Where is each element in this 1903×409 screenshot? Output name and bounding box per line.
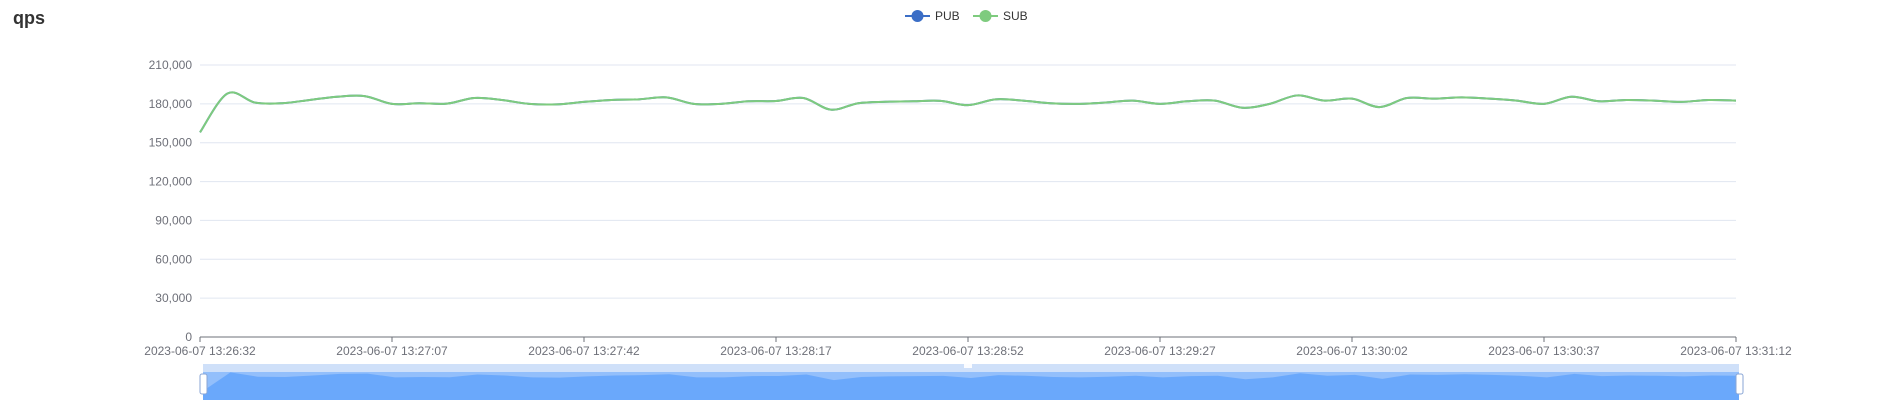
y-axis: 0 30,000 60,000 90,000 120,000 150,000 180,000… bbox=[149, 58, 193, 344]
x-tick-label: 2023-06-07 13:30:02 bbox=[1296, 344, 1408, 358]
y-tick-label: 210,000 bbox=[149, 58, 193, 72]
series-line-pub bbox=[199, 91, 1737, 133]
legend-item-sub[interactable]: SUB bbox=[973, 9, 1028, 23]
y-tick-label: 120,000 bbox=[149, 175, 193, 189]
y-tick-label: 90,000 bbox=[155, 213, 192, 227]
panel-title: qps bbox=[13, 8, 46, 28]
y-tick-label: 180,000 bbox=[149, 97, 193, 111]
x-tick-label: 2023-06-07 13:29:27 bbox=[1104, 344, 1216, 358]
x-tick-label: 2023-06-07 13:27:07 bbox=[336, 344, 448, 358]
zoom-handle-right[interactable] bbox=[1735, 373, 1744, 395]
legend-label: SUB bbox=[1003, 9, 1028, 23]
zoom-handle-left[interactable] bbox=[199, 373, 208, 395]
y-tick-label: 0 bbox=[185, 330, 192, 344]
x-tick-label: 2023-06-07 13:26:32 bbox=[144, 344, 256, 358]
legend-label: PUB bbox=[935, 9, 960, 23]
series-layer bbox=[199, 91, 1737, 133]
x-tick-label: 2023-06-07 13:31:12 bbox=[1680, 344, 1792, 358]
x-tick-label: 2023-06-07 13:27:42 bbox=[528, 344, 640, 358]
legend-marker bbox=[911, 10, 924, 22]
y-tick-label: 30,000 bbox=[155, 291, 192, 305]
y-tick-label: 150,000 bbox=[149, 136, 193, 150]
series-line-sub bbox=[199, 91, 1737, 133]
data-zoom-slider[interactable] bbox=[199, 364, 1744, 400]
legend-item-pub[interactable]: PUB bbox=[905, 9, 960, 23]
grid-layer bbox=[200, 64, 1736, 299]
legend-marker bbox=[979, 10, 992, 22]
x-tick-label: 2023-06-07 13:28:52 bbox=[912, 344, 1024, 358]
x-axis: 2023-06-07 13:26:32 2023-06-07 13:27:07 20… bbox=[144, 336, 1792, 358]
zoom-move-handle[interactable] bbox=[964, 364, 972, 368]
zoom-selection[interactable] bbox=[203, 372, 1739, 400]
x-tick-label: 2023-06-07 13:28:17 bbox=[720, 344, 832, 358]
y-tick-label: 60,000 bbox=[155, 252, 192, 266]
legend[interactable]: PUB SUB bbox=[905, 9, 1028, 23]
x-tick-label: 2023-06-07 13:30:37 bbox=[1488, 344, 1600, 358]
